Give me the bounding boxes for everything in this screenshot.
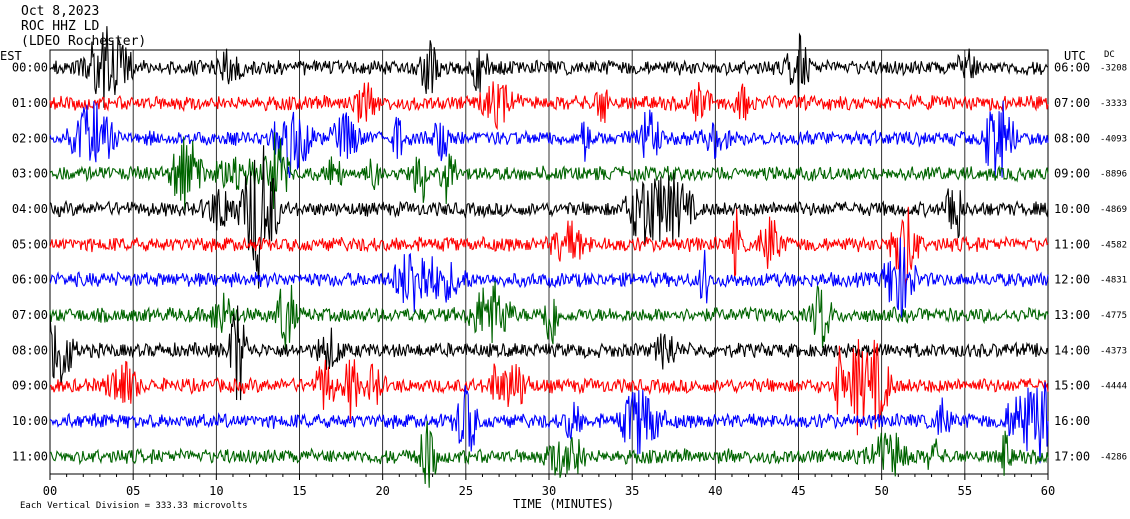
left-axis-label: EST bbox=[0, 49, 22, 63]
trace-hour-2 bbox=[49, 100, 1049, 179]
left-hour-label: 07:00 bbox=[12, 308, 48, 322]
network-name: (LDEO Rochester) bbox=[21, 34, 147, 49]
trace-hour-4 bbox=[49, 145, 1049, 289]
trace-hour-9 bbox=[50, 339, 1049, 436]
right-hour-label: 16:00 bbox=[1054, 414, 1090, 428]
trace-hour-6 bbox=[49, 237, 1049, 319]
left-hour-label: 08:00 bbox=[12, 343, 48, 357]
x-tick-label: 50 bbox=[874, 484, 888, 498]
left-hour-label: 03:00 bbox=[12, 167, 48, 181]
x-tick-label: 05 bbox=[126, 484, 140, 498]
left-hour-label: 10:00 bbox=[12, 414, 48, 428]
dc-offset-label: -4869 bbox=[1100, 205, 1127, 215]
left-hour-label: 04:00 bbox=[12, 202, 48, 216]
left-hour-label: 01:00 bbox=[12, 96, 48, 110]
trace-hour-5 bbox=[49, 206, 1049, 291]
trace-hour-11 bbox=[49, 420, 1049, 488]
dc-offset-label: -3208 bbox=[1100, 64, 1127, 74]
x-tick-label: 60 bbox=[1041, 484, 1055, 498]
station-code: ROC HHZ LD bbox=[21, 19, 100, 34]
trace-hour-1 bbox=[49, 81, 1049, 131]
axis-labels: 00 05 10 15 20 25 30 35 40 45 50 55 60 00:00 06:00 -320… bbox=[12, 61, 1127, 498]
dc-offset-label: -4093 bbox=[1100, 134, 1127, 144]
right-hour-label: 15:00 bbox=[1054, 379, 1090, 393]
dc-offset-label: -4582 bbox=[1100, 240, 1127, 250]
dc-offset-label: -3333 bbox=[1100, 99, 1127, 109]
left-hour-label: 11:00 bbox=[12, 449, 48, 463]
right-hour-label: 13:00 bbox=[1054, 308, 1090, 322]
x-tick-label: 20 bbox=[375, 484, 389, 498]
left-hour-label: 09:00 bbox=[12, 379, 48, 393]
trace-hour-10 bbox=[49, 382, 1049, 464]
x-axis-title: TIME (MINUTES) bbox=[513, 497, 614, 511]
x-tick-label: 30 bbox=[542, 484, 556, 498]
x-tick-label: 35 bbox=[625, 484, 639, 498]
x-tick-label: 45 bbox=[791, 484, 805, 498]
seismic-traces bbox=[49, 26, 1049, 488]
dc-header: DC bbox=[1104, 50, 1115, 60]
chart-date: Oct 8,2023 bbox=[21, 4, 100, 19]
right-hour-label: 14:00 bbox=[1054, 343, 1090, 357]
right-hour-label: 08:00 bbox=[1054, 131, 1090, 145]
right-hour-label: 12:00 bbox=[1054, 273, 1090, 287]
dc-offset-label: -4444 bbox=[1100, 382, 1127, 392]
dc-offset-label: -4775 bbox=[1100, 311, 1127, 321]
trace-hour-3 bbox=[49, 132, 1049, 211]
trace-hour-0 bbox=[49, 26, 1049, 108]
right-hour-label: 17:00 bbox=[1054, 449, 1090, 463]
left-hour-label: 05:00 bbox=[12, 237, 48, 251]
dc-offset-label: -8896 bbox=[1100, 170, 1127, 180]
x-tick-label: 40 bbox=[708, 484, 722, 498]
dc-offset-label: -4286 bbox=[1100, 452, 1127, 462]
right-hour-label: 10:00 bbox=[1054, 202, 1090, 216]
x-tick-label: 10 bbox=[209, 484, 223, 498]
vertical-division-note: Each Vertical Division = 333.33 microvol… bbox=[20, 501, 248, 511]
x-tick-label: 00 bbox=[43, 484, 57, 498]
dc-offset-label: -4373 bbox=[1100, 346, 1127, 356]
trace-hour-7 bbox=[49, 280, 1049, 350]
x-tick-label: 25 bbox=[459, 484, 473, 498]
x-tick-label: 55 bbox=[958, 484, 972, 498]
right-hour-label: 06:00 bbox=[1054, 61, 1090, 75]
right-hour-label: 07:00 bbox=[1054, 96, 1090, 110]
grid-lines bbox=[49, 49, 1049, 480]
trace-hour-8 bbox=[49, 305, 1049, 401]
right-hour-label: 11:00 bbox=[1054, 237, 1090, 251]
left-hour-label: 06:00 bbox=[12, 273, 48, 287]
left-hour-label: 02:00 bbox=[12, 131, 48, 145]
dc-offset-label: -4831 bbox=[1100, 276, 1127, 286]
x-tick-label: 15 bbox=[292, 484, 306, 498]
left-hour-label: 00:00 bbox=[12, 61, 48, 75]
right-hour-label: 09:00 bbox=[1054, 167, 1090, 181]
right-axis-label: UTC bbox=[1064, 49, 1086, 63]
